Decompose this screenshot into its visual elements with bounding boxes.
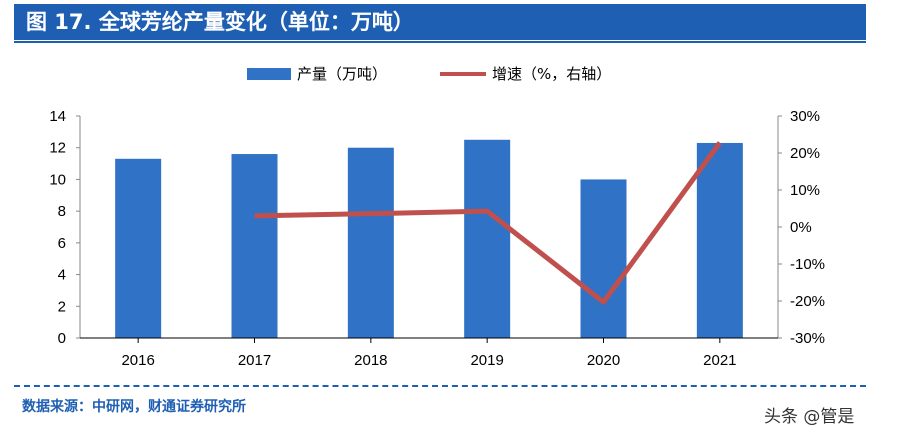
left-tick-label: 0 [58,330,66,347]
x-tick-label: 2018 [354,352,387,369]
right-tick-label: -30% [790,330,825,347]
x-tick-label: 2016 [121,352,154,369]
right-tick-label: 0% [790,219,812,236]
bar-2021 [696,142,743,338]
legend-line: 增速（%，右轴） [440,63,611,84]
bar-2017 [231,154,278,338]
right-tick-label: 30% [790,108,820,125]
right-tick-label: -20% [790,293,825,310]
right-tick-label: -10% [790,256,825,273]
right-tick-label: 10% [790,182,820,199]
legend-bar-label: 产量（万吨） [297,65,388,83]
bar-2016 [115,158,162,338]
left-tick-label: 8 [58,203,66,220]
left-tick-label: 14 [49,108,66,125]
chart-title: 图 17. 全球芳纶产量变化（单位：万吨） [14,4,866,40]
left-tick-label: 4 [58,267,66,284]
legend-bar: 产量（万吨） [247,63,387,84]
x-tick-label: 2020 [587,352,620,369]
x-tick-label: 2021 [703,352,736,369]
x-tick-label: 2017 [238,352,271,369]
left-tick-label: 2 [58,298,66,315]
left-tick-label: 6 [58,235,66,252]
title-divider [14,41,866,43]
bar-2020 [580,179,627,338]
legend-line-label: 增速（%，右轴） [492,65,612,83]
legend-bar-swatch [247,67,291,80]
watermark: 头条 @管是 [764,407,855,427]
x-tick-label: 2019 [470,352,503,369]
right-tick-label: 20% [790,145,820,162]
left-tick-label: 10 [49,171,66,188]
source-text: 数据来源：中研网，财通证券研究所 [22,399,246,415]
source-divider [14,385,866,387]
bar-2019 [464,139,511,338]
bar-2018 [347,147,394,338]
left-tick-label: 12 [49,140,66,157]
legend-line-swatch [440,71,486,76]
